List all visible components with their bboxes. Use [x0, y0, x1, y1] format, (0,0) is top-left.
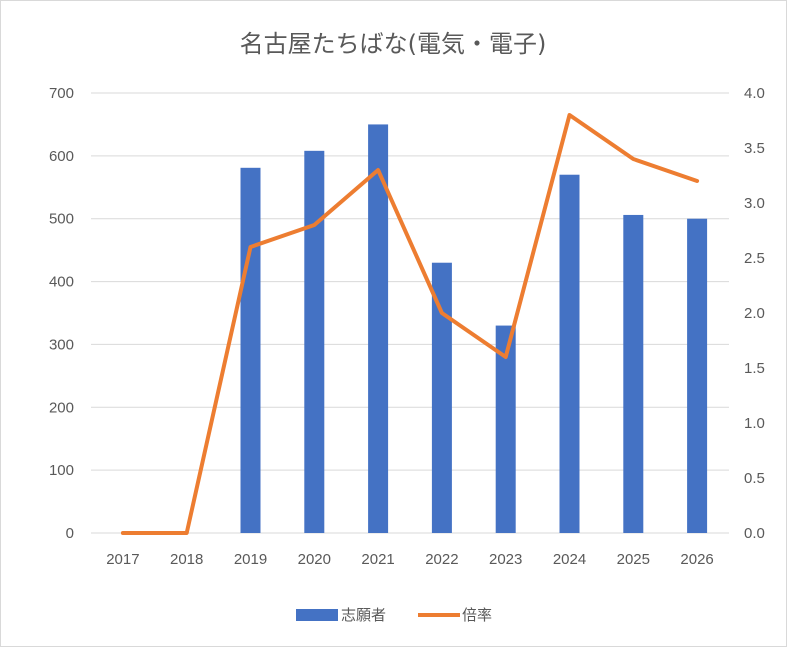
- bar: [240, 167, 261, 534]
- bar: [623, 214, 644, 533]
- bar: [368, 124, 389, 533]
- x-axis: 2017 2018 2019 2020 2021 2022 2023 2024 2025 2026: [106, 551, 714, 568]
- y-left-tick-label: 700: [49, 85, 74, 102]
- x-tick-label: 2018: [170, 551, 203, 568]
- y-right-tick-label: 2.5: [744, 250, 765, 267]
- y-right-tick-label: 2.0: [744, 305, 765, 322]
- x-tick-label: 2022: [425, 551, 458, 568]
- legend-label-line: 倍率: [462, 606, 492, 624]
- y-right-tick-label: 1.0: [744, 415, 765, 432]
- legend-swatch-bar: [296, 609, 338, 621]
- y-right-tick-label: 3.0: [744, 195, 765, 212]
- x-tick-label: 2021: [361, 551, 394, 568]
- bar: [495, 325, 516, 533]
- x-tick-label: 2024: [553, 551, 586, 568]
- legend-label-bar: 志願者: [341, 606, 386, 624]
- y-right-tick-label: 3.5: [744, 140, 765, 157]
- y-left-tick-label: 0: [66, 525, 74, 542]
- line-series: [120, 113, 700, 535]
- bar: [431, 262, 452, 533]
- y-right-tick-label: 0.0: [744, 525, 765, 542]
- x-tick-label: 2017: [106, 551, 139, 568]
- chart-title: 名古屋たちばな(電気・電子): [240, 30, 547, 58]
- y-right-tick-label: 0.5: [744, 470, 765, 487]
- bar: [304, 150, 325, 534]
- y-axis-right: 0.0 0.5 1.0 1.5 2.0 2.5 3.0 3.5 4.0: [744, 85, 765, 542]
- series-line: [120, 113, 700, 535]
- x-tick-label: 2026: [680, 551, 713, 568]
- x-tick-label: 2019: [234, 551, 267, 568]
- bar: [559, 174, 580, 533]
- y-left-tick-label: 500: [49, 211, 74, 228]
- bar-series: [240, 124, 708, 534]
- y-left-tick-label: 400: [49, 274, 74, 291]
- y-left-tick-label: 100: [49, 462, 74, 479]
- x-tick-label: 2020: [298, 551, 331, 568]
- y-axis-left: 0 100 200 300 400 500 600 700: [49, 85, 74, 542]
- legend: 志願者 倍率: [296, 606, 492, 624]
- y-left-tick-label: 600: [49, 148, 74, 165]
- y-right-tick-label: 1.5: [744, 360, 765, 377]
- y-right-tick-label: 4.0: [744, 85, 765, 102]
- y-left-tick-label: 200: [49, 399, 74, 416]
- y-left-tick-label: 300: [49, 336, 74, 353]
- gridlines: [91, 92, 729, 534]
- bar: [687, 218, 708, 533]
- x-tick-label: 2025: [617, 551, 650, 568]
- x-tick-label: 2023: [489, 551, 522, 568]
